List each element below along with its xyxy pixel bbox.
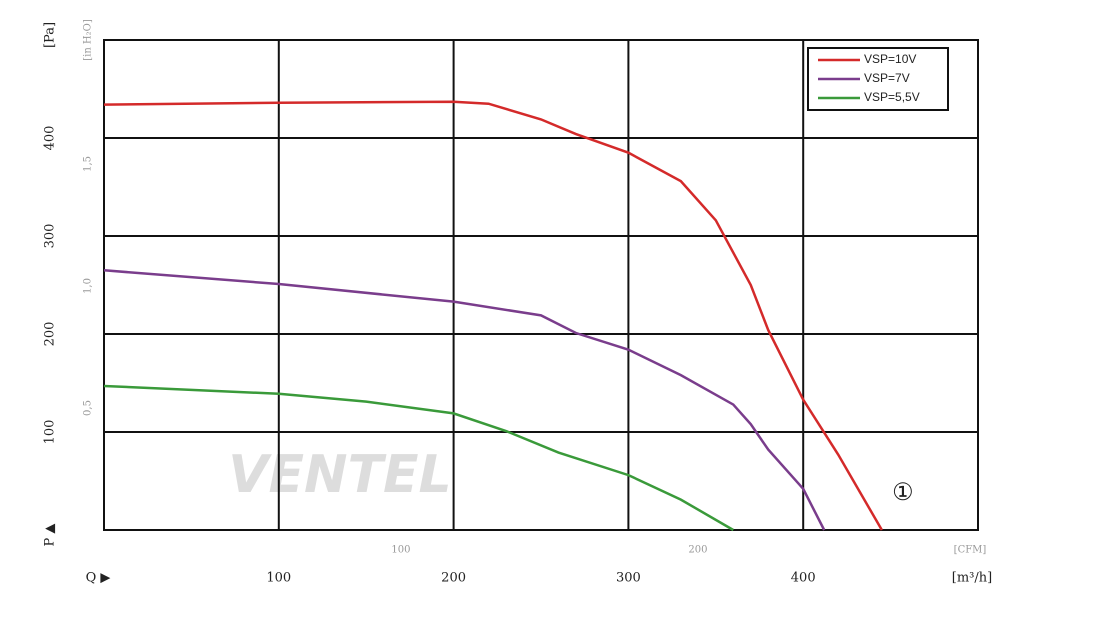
curve [103, 100, 883, 531]
x-symbol: Q ▶ [86, 571, 111, 586]
x-tick-label: 400 [791, 571, 816, 586]
y2-tick-label: 0,5 [83, 400, 94, 416]
y-axis-label: [Pa] [43, 22, 58, 48]
plot-frame [103, 39, 979, 531]
y2-tick-label: 1,0 [83, 278, 94, 294]
y2-axis-label: [in H₂O] [83, 19, 94, 61]
y-tick-label: 200 [43, 322, 58, 347]
watermark: VENTEL [228, 445, 451, 505]
y-tick-label: 300 [43, 224, 58, 249]
legend-label: VSP=10V [864, 52, 916, 66]
y2-tick-label: 1,5 [83, 156, 94, 172]
curve [103, 384, 734, 532]
x-tick-label: 300 [616, 571, 641, 586]
x-tick-label: 100 [266, 571, 291, 586]
curve [103, 269, 826, 531]
x2-axis-label: [CFM] [954, 545, 987, 556]
x2-tick-label: 200 [688, 545, 707, 556]
y-symbol: P ▲ [43, 524, 58, 547]
annotation: ① [892, 478, 914, 506]
x-tick-label: 200 [441, 571, 466, 586]
y-tick-label: 100 [43, 420, 58, 445]
legend-box [807, 47, 949, 111]
x2-tick-label: 100 [391, 545, 410, 556]
legend-label: VSP=7V [864, 71, 910, 85]
x-axis-label: [m³/h] [952, 571, 992, 586]
y-tick-label: 400 [43, 126, 58, 151]
legend-label: VSP=5,5V [864, 90, 920, 104]
